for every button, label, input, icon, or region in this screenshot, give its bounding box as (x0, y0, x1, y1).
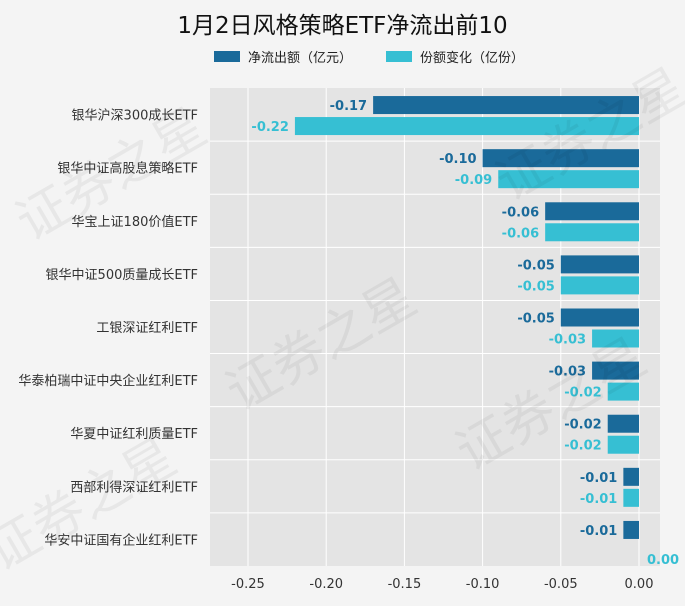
legend-swatch-share-change (386, 51, 413, 62)
data-label-net-outflow: -0.01 (580, 524, 617, 539)
data-label-net-outflow: -0.06 (502, 205, 539, 220)
bar-net-outflow (560, 308, 639, 327)
y-category-label: 华夏中证红利质量ETF (70, 426, 198, 442)
data-label-share-change: -0.02 (564, 386, 601, 401)
legend-item-share-change: 份额变化（亿份） (386, 47, 524, 66)
legend-item-net-outflow: 净流出额（亿元） (214, 47, 352, 66)
bar-share-change (498, 170, 639, 189)
bar-share-change (623, 488, 639, 507)
x-tick-label: -0.10 (466, 577, 500, 592)
data-label-net-outflow: -0.10 (439, 152, 476, 167)
y-category-label: 银华中证500质量成长ETF (46, 268, 198, 283)
data-label-net-outflow: -0.05 (517, 258, 554, 273)
bar-share-change (294, 117, 639, 136)
data-label-net-outflow: -0.01 (580, 471, 617, 486)
bar-net-outflow (373, 96, 639, 115)
data-label-share-change: 0.00 (647, 553, 679, 568)
data-label-share-change: -0.09 (455, 173, 492, 188)
legend: 净流出额（亿元） 份额变化（亿份） (214, 47, 558, 66)
y-category-label: 银华沪深300成长ETF (72, 108, 198, 124)
y-category-label: 华泰柏瑞中证中央企业红利ETF (18, 373, 198, 389)
legend-label-share-change: 份额变化（亿份） (420, 51, 525, 66)
bar-share-change (607, 382, 639, 401)
bar-share-change (607, 435, 639, 454)
bar-share-change (545, 223, 639, 242)
x-tick-label: -0.15 (388, 577, 422, 592)
bar-net-outflow (560, 255, 639, 274)
data-label-net-outflow: -0.03 (549, 365, 586, 380)
bar-net-outflow (623, 467, 639, 486)
legend-swatch-net-outflow (214, 51, 240, 62)
data-label-share-change: -0.22 (251, 120, 288, 135)
chart-title: 1月2日风格策略ETF净流出前10 (177, 13, 508, 39)
x-tick-label: -0.20 (309, 577, 343, 592)
bar-net-outflow (592, 361, 639, 380)
data-label-share-change: -0.02 (564, 439, 601, 454)
bar-net-outflow (607, 414, 639, 433)
bar-share-change (592, 329, 639, 348)
x-tick-label: -0.25 (231, 577, 265, 592)
y-category-label: 华安中证国有企业红利ETF (44, 532, 198, 548)
plot-area (210, 88, 660, 566)
data-label-share-change: -0.03 (549, 333, 586, 348)
y-category-label: 工银深证红利ETF (96, 320, 198, 336)
data-label-net-outflow: -0.05 (517, 312, 554, 327)
bar-net-outflow (623, 520, 639, 539)
x-tick-label: 0.00 (625, 577, 654, 592)
data-label-share-change: -0.01 (580, 492, 617, 507)
legend-label-net-outflow: 净流出额（亿元） (248, 51, 353, 66)
bar-net-outflow (482, 149, 639, 168)
y-category-label: 西部利得深证红利ETF (70, 479, 198, 495)
y-category-label: 银华中证高股息策略ETF (57, 161, 198, 177)
data-label-net-outflow: -0.17 (330, 99, 367, 114)
bar-share-change (560, 276, 639, 295)
x-tick-label: -0.05 (544, 577, 578, 592)
data-label-net-outflow: -0.02 (564, 418, 601, 433)
data-label-share-change: -0.05 (517, 279, 554, 294)
y-category-label: 华宝上证180价值ETF (72, 214, 198, 230)
bar-net-outflow (545, 202, 639, 221)
data-label-share-change: -0.06 (502, 226, 539, 241)
watermark-text: 证券之星 (0, 427, 187, 583)
